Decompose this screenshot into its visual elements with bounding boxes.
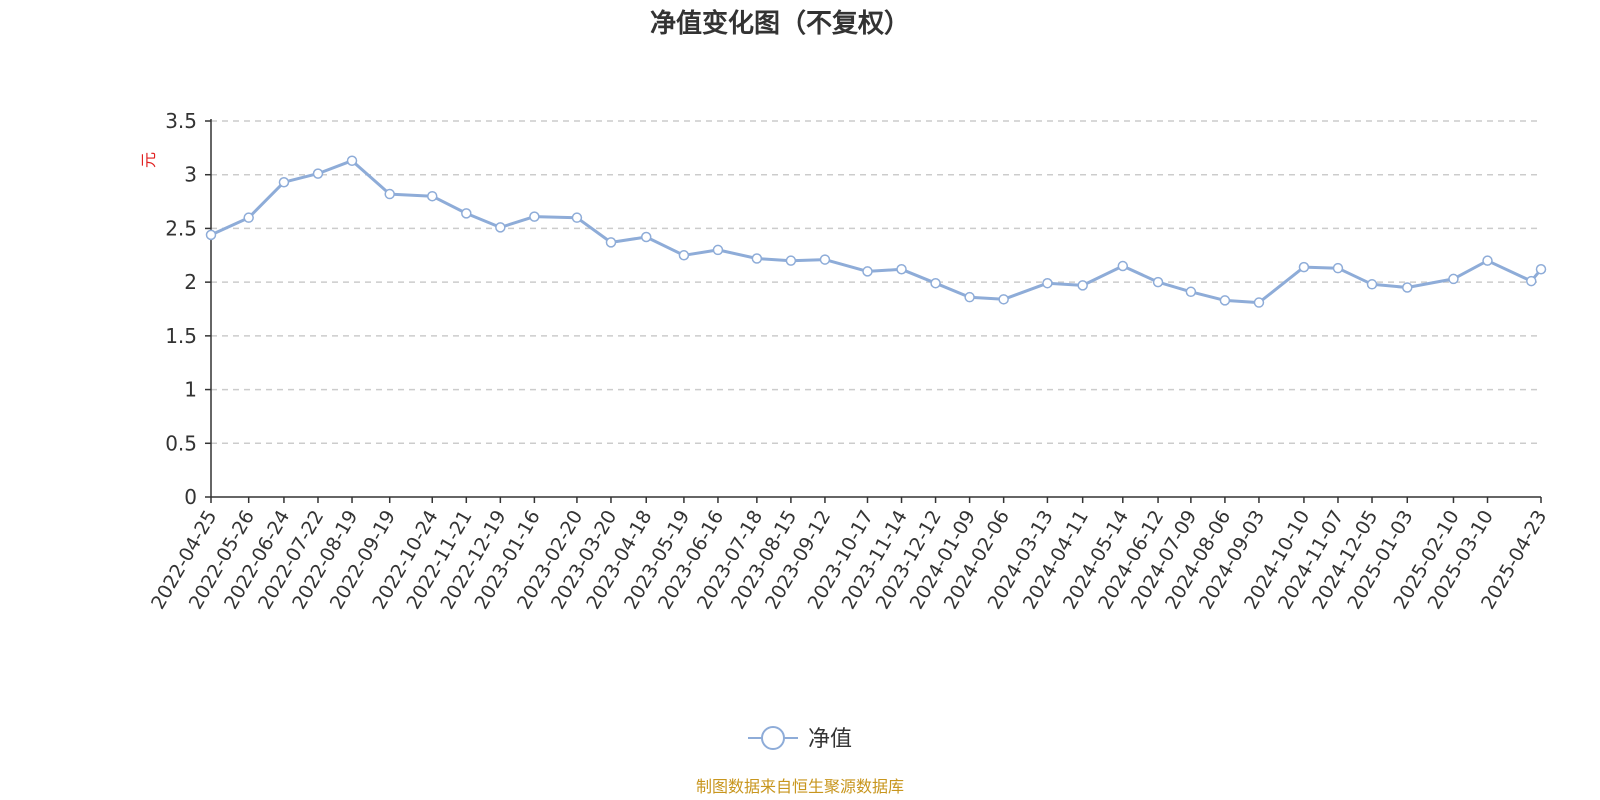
data-point[interactable]: [1185, 286, 1197, 298]
y-tick-label: 0.5: [165, 431, 197, 455]
data-point[interactable]: [862, 266, 873, 277]
data-point[interactable]: [312, 168, 324, 179]
y-axis-unit-label: 元: [139, 152, 158, 168]
data-point[interactable]: [1042, 277, 1053, 289]
data-point[interactable]: [461, 208, 472, 219]
data-point[interactable]: [1298, 261, 1310, 273]
y-tick-label: 1: [184, 378, 197, 402]
y-tick-label: 1.5: [165, 324, 197, 348]
data-point[interactable]: [896, 264, 907, 275]
data-point[interactable]: [1535, 264, 1547, 275]
data-point[interactable]: [571, 212, 583, 223]
data-point[interactable]: [1152, 276, 1164, 288]
grid: [211, 120, 1541, 445]
data-point[interactable]: [1402, 282, 1413, 293]
data-point[interactable]: [495, 222, 506, 233]
data-point[interactable]: [1219, 295, 1231, 306]
legend-label: 净值: [808, 727, 852, 752]
data-point[interactable]: [529, 211, 540, 222]
data-point[interactable]: [819, 254, 831, 265]
data-point[interactable]: [751, 253, 763, 264]
y-tick-label: 3: [184, 163, 197, 187]
data-point[interactable]: [278, 176, 290, 188]
data-point[interactable]: [1117, 260, 1129, 272]
data-point[interactable]: [1332, 262, 1344, 274]
data-point[interactable]: [427, 190, 438, 202]
axes: 00.511.522.533.52022-04-252022-05-262022…: [147, 109, 1551, 613]
chart-title: 净值变化图（不复权）: [650, 8, 910, 39]
data-point[interactable]: [205, 229, 217, 241]
data-point[interactable]: [998, 294, 1009, 305]
series-line: [210, 159, 1543, 305]
data-point[interactable]: [964, 291, 975, 303]
data-point[interactable]: [1448, 273, 1459, 285]
data-point[interactable]: [785, 255, 797, 266]
data-point[interactable]: [346, 155, 358, 166]
data-source-note: 制图数据来自恒生聚源数据库: [696, 777, 904, 796]
legend[interactable]: 净值: [748, 726, 852, 752]
y-tick-label: 3.5: [165, 109, 197, 133]
data-point[interactable]: [1482, 255, 1493, 266]
data-point[interactable]: [678, 250, 690, 261]
data-point[interactable]: [605, 237, 617, 248]
data-point[interactable]: [243, 212, 254, 223]
y-tick-label: 0: [184, 485, 197, 509]
data-point[interactable]: [1366, 279, 1378, 290]
data-point[interactable]: [1253, 297, 1265, 308]
data-point[interactable]: [930, 277, 941, 289]
data-point[interactable]: [1077, 280, 1088, 291]
data-point[interactable]: [712, 244, 724, 256]
y-tick-label: 2: [184, 270, 197, 294]
series-layer: [205, 155, 1547, 308]
data-point[interactable]: [640, 231, 652, 243]
y-tick-label: 2.5: [165, 216, 197, 240]
legend-marker-icon: [761, 726, 785, 750]
data-point[interactable]: [384, 188, 395, 200]
data-point[interactable]: [1526, 275, 1537, 287]
